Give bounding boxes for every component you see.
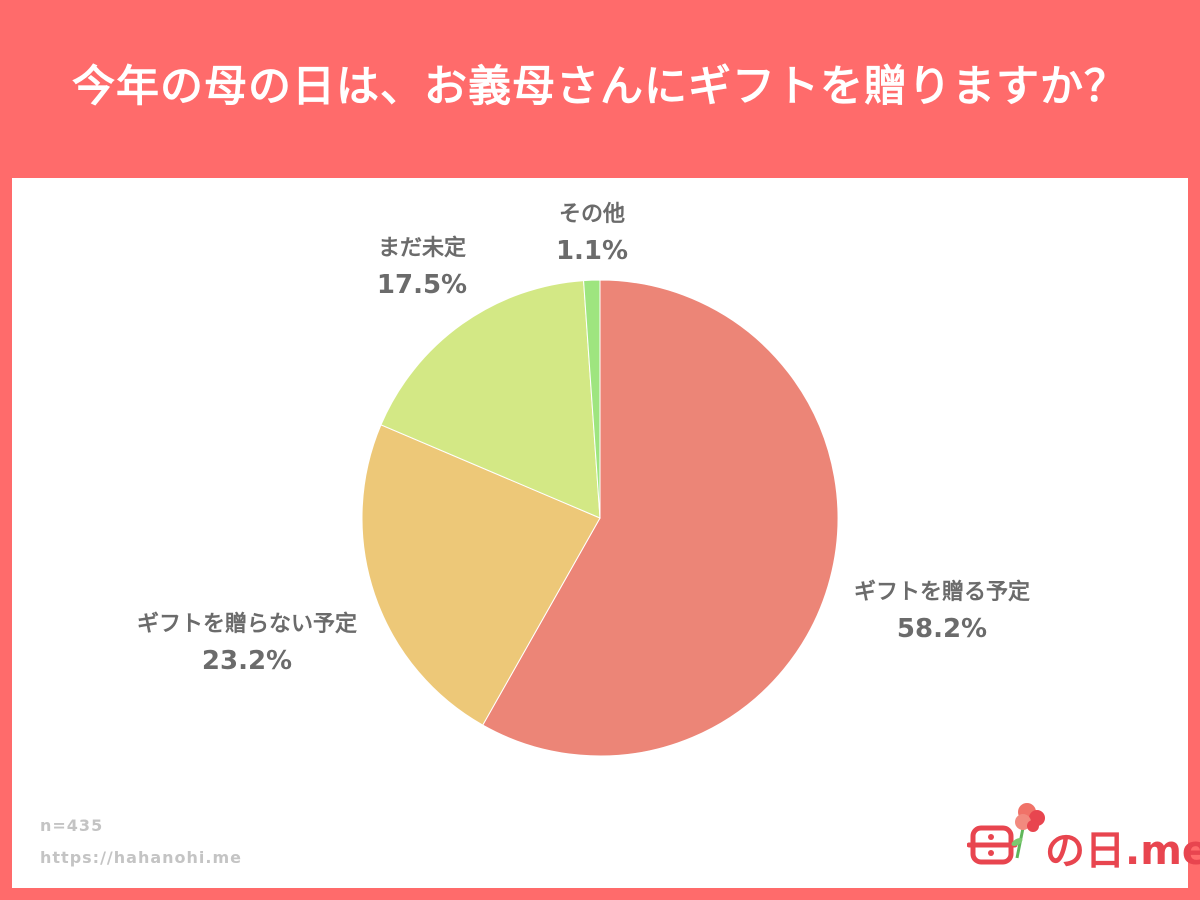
slice-label-percent: 23.2% bbox=[201, 646, 293, 676]
sample-size-note: n=435 bbox=[40, 816, 104, 835]
pie-chart bbox=[361, 279, 839, 757]
mother-kanji-glyph bbox=[966, 825, 1018, 865]
chart-title: 今年の母の日は、お義母さんにギフトを贈りますか？ bbox=[72, 62, 1128, 112]
slice-label-percent: 17.5% bbox=[376, 270, 468, 300]
slice-label-name: その他 bbox=[558, 202, 625, 227]
logo-text: の日.me bbox=[1045, 828, 1200, 874]
slice-label-percent: 1.1% bbox=[555, 236, 629, 266]
slice-label-other: その他 1.1% bbox=[532, 198, 652, 270]
pie-slice-other bbox=[583, 279, 601, 519]
slice-label-name: ギフトを贈る予定 bbox=[853, 580, 1030, 605]
brand-logo[interactable]: の日.me bbox=[966, 798, 1200, 874]
pie-slice-undecided bbox=[380, 280, 601, 519]
slice-label-percent: 58.2% bbox=[896, 614, 988, 644]
source-url[interactable]: https://hahanohi.me bbox=[40, 848, 242, 867]
slice-label-gift-planned: ギフトを贈る予定 58.2% bbox=[812, 576, 1072, 648]
pie-slice-gift-planned bbox=[482, 279, 839, 757]
chart-header: 今年の母の日は、お義母さんにギフトを贈りますか？ bbox=[0, 0, 1200, 178]
pie-slice-gift-not-planned bbox=[361, 424, 601, 726]
slice-label-gift-not-planned: ギフトを贈らない予定 23.2% bbox=[102, 608, 392, 680]
chart-card: ギフトを贈る予定 58.2% ギフトを贈らない予定 23.2% まだ未定 17.… bbox=[12, 178, 1200, 888]
carnation-flower-icon bbox=[966, 803, 1045, 865]
slice-label-name: ギフトを贈らない予定 bbox=[136, 612, 357, 637]
slice-label-name: まだ未定 bbox=[377, 236, 466, 261]
slice-label-undecided: まだ未定 17.5% bbox=[342, 232, 502, 304]
